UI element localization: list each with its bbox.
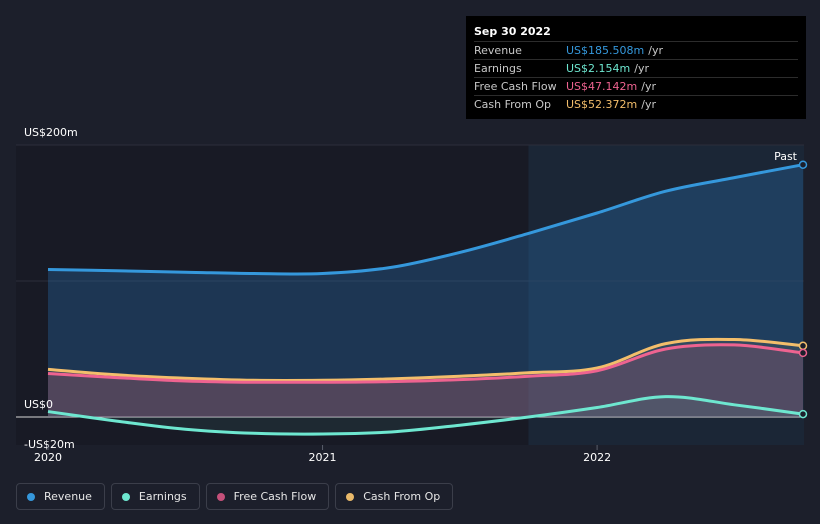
y-tick-label: -US$20m	[24, 438, 75, 451]
series-line-earnings	[47, 395, 804, 436]
legend-label: Free Cash Flow	[233, 490, 317, 503]
tooltip-unit: /yr	[641, 98, 656, 111]
series-endpoint-earnings	[798, 409, 808, 419]
gridlines	[16, 144, 804, 418]
series-line-cash-from-op	[47, 337, 804, 382]
legend-dot-icon	[216, 492, 225, 501]
legend-item-cash-from-op[interactable]: Cash From Op	[335, 483, 454, 510]
tooltip-row-earnings: Earnings US$2.154m /yr	[474, 59, 798, 77]
series-area-revenue	[48, 164, 803, 417]
tooltip-label: Revenue	[474, 44, 522, 57]
legend: Revenue Earnings Free Cash Flow Cash Fro…	[16, 483, 454, 510]
legend-item-free-cash-flow[interactable]: Free Cash Flow	[205, 483, 330, 510]
series-endpoint-cash-from-op	[798, 341, 808, 351]
series-line-free-cash-flow	[47, 343, 804, 384]
past-label: Past	[774, 150, 798, 163]
tooltip: Sep 30 2022 Revenue US$185.508m /yr Earn…	[466, 16, 806, 119]
tooltip-value: US$185.508m	[566, 44, 645, 57]
tooltip-row-cash-from-op: Cash From Op US$52.372m /yr	[474, 95, 798, 113]
legend-item-earnings[interactable]: Earnings	[110, 483, 200, 510]
series-line-revenue	[47, 163, 804, 276]
past-highlight-region	[528, 145, 804, 445]
legend-dot-icon	[346, 492, 355, 501]
tooltip-row-revenue: Revenue US$185.508m /yr	[474, 41, 798, 59]
tooltip-value: US$2.154m	[566, 62, 631, 75]
tooltip-label: Cash From Op	[474, 98, 552, 111]
tooltip-unit: /yr	[641, 80, 656, 93]
tooltip-date: Sep 30 2022	[474, 25, 551, 38]
series-endpoint-revenue	[798, 160, 808, 169]
legend-label: Cash From Op	[363, 490, 441, 503]
x-axis-ticks: 2020 2021 2022	[34, 445, 611, 464]
series-lines	[47, 163, 804, 436]
tooltip-row-free-cash-flow: Free Cash Flow US$47.142m /yr	[474, 77, 798, 95]
legend-dot-icon	[27, 492, 35, 501]
y-axis-ticks: US$200m US$0 -US$20m	[24, 126, 78, 451]
tooltip-unit: /yr	[648, 44, 663, 57]
legend-item-revenue[interactable]: Revenue	[16, 483, 105, 510]
tooltip-unit: /yr	[634, 62, 649, 75]
y-tick-label: US$200m	[24, 126, 78, 139]
tooltip-value: US$52.372m	[566, 98, 638, 111]
x-tick-label: 2020	[34, 451, 62, 464]
legend-dot-icon	[121, 492, 130, 501]
legend-label: Revenue	[44, 490, 92, 503]
y-tick-label: US$0	[24, 398, 53, 411]
tooltip-label: Earnings	[474, 62, 522, 75]
tooltip-value: US$47.142m	[566, 80, 638, 93]
series-endpoint-free-cash-flow	[798, 348, 808, 358]
tooltip-label: Free Cash Flow	[474, 80, 557, 93]
x-tick-label: 2022	[583, 451, 611, 464]
series-endpoints	[798, 160, 808, 419]
legend-label: Earnings	[138, 490, 187, 503]
x-tick-label: 2021	[309, 451, 337, 464]
